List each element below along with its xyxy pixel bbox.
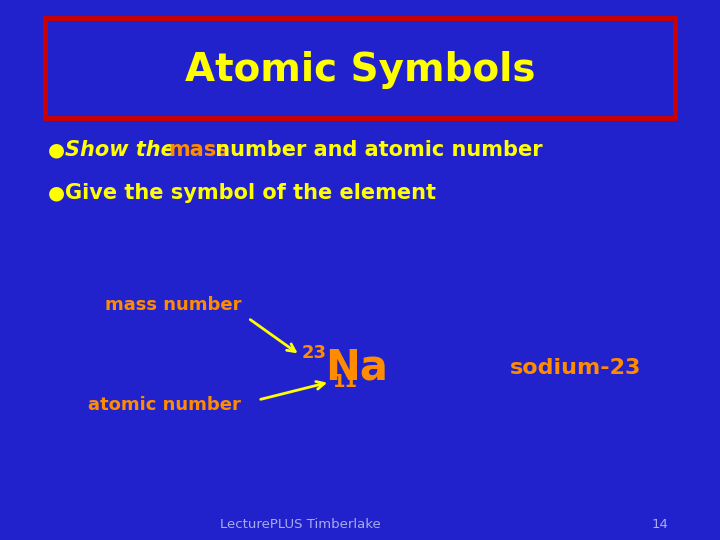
Text: atomic number: atomic number (88, 396, 241, 414)
Text: ●: ● (48, 184, 65, 202)
Text: Atomic Symbols: Atomic Symbols (185, 51, 535, 89)
FancyBboxPatch shape (45, 18, 675, 118)
Text: 23: 23 (302, 344, 327, 362)
Text: Show the: Show the (65, 140, 182, 160)
Text: Na: Na (325, 347, 388, 389)
Text: LecturePLUS Timberlake: LecturePLUS Timberlake (220, 517, 380, 530)
Text: number and atomic number: number and atomic number (208, 140, 543, 160)
Text: mass number: mass number (105, 296, 241, 314)
Text: 14: 14 (652, 517, 668, 530)
Text: mass: mass (168, 140, 229, 160)
Text: Give the symbol of the element: Give the symbol of the element (65, 183, 436, 203)
Text: 11: 11 (333, 373, 358, 391)
Text: sodium-23: sodium-23 (510, 358, 642, 378)
Text: ●: ● (48, 140, 65, 159)
